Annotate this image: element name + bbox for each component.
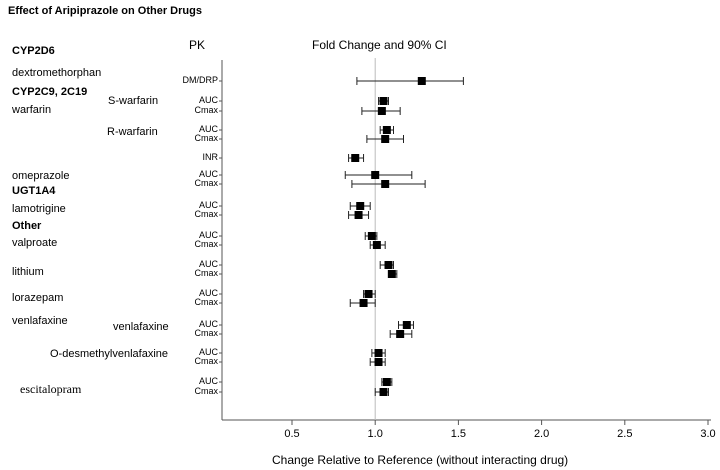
pk-parameter-label: AUC xyxy=(198,124,218,134)
pk-parameter-label: AUC xyxy=(198,319,218,329)
category-label: UGT1A4 xyxy=(12,185,56,197)
point-estimate-marker xyxy=(379,97,388,105)
drug-label: escitalopram xyxy=(20,382,82,396)
point-estimate-marker xyxy=(381,180,390,188)
drug-label: omeprazole xyxy=(12,170,70,182)
pk-parameter-label: Cmax xyxy=(194,133,218,143)
pk-parameter-label: Cmax xyxy=(194,178,218,188)
pk-parameter-label: Cmax xyxy=(194,328,218,338)
sub-drug-label: venlafaxine xyxy=(113,321,169,333)
point-estimate-marker xyxy=(379,388,388,396)
x-tick-label: 2.5 xyxy=(617,428,633,440)
x-tick-label: 1.0 xyxy=(367,428,383,440)
point-estimate-marker xyxy=(417,77,426,85)
pk-parameter-label: AUC xyxy=(198,230,218,240)
pk-parameter-label: Cmax xyxy=(194,297,218,307)
pk-parameter-label: AUC xyxy=(198,347,218,357)
drug-label: lithium xyxy=(12,266,44,278)
pk-column-header: PK xyxy=(189,38,206,52)
pk-parameter-label: Cmax xyxy=(194,386,218,396)
pk-parameter-label: Cmax xyxy=(194,356,218,366)
point-estimate-marker xyxy=(364,290,373,298)
pk-parameter-label: AUC xyxy=(198,259,218,269)
pk-parameter-label: Cmax xyxy=(194,268,218,278)
category-label: CYP2C9, 2C19 xyxy=(12,86,88,98)
drug-label: lamotrigine xyxy=(12,203,66,215)
drug-label: warfarin xyxy=(12,104,52,116)
point-estimate-marker xyxy=(374,349,383,357)
point-estimate-marker xyxy=(351,154,360,162)
point-estimate-marker xyxy=(356,202,365,210)
x-axis-label: Change Relative to Reference (without in… xyxy=(272,453,569,467)
point-estimate-marker xyxy=(402,321,411,329)
point-estimate-marker xyxy=(372,241,381,249)
point-estimate-marker xyxy=(382,378,391,386)
chart-title: Effect of Aripiprazole on Other Drugs xyxy=(8,5,202,17)
plot-title: Fold Change and 90% CI xyxy=(312,38,447,52)
pk-parameter-label: Cmax xyxy=(194,105,218,115)
drug-label: dextromethorphan xyxy=(12,67,102,79)
x-tick-label: 0.5 xyxy=(284,428,300,440)
point-estimate-marker xyxy=(382,126,391,134)
point-estimate-marker xyxy=(377,107,386,115)
pk-parameter-label: AUC xyxy=(198,169,218,179)
category-label: CYP2D6 xyxy=(12,45,55,57)
pk-parameter-label: AUC xyxy=(198,200,218,210)
pk-parameter-label: AUC xyxy=(198,376,218,386)
x-tick-label: 2.0 xyxy=(533,428,550,440)
point-estimate-marker xyxy=(387,270,396,278)
sub-drug-label: S-warfarin xyxy=(108,95,159,107)
x-tick-label: 3.0 xyxy=(700,428,716,440)
pk-parameter-label: Cmax xyxy=(194,209,218,219)
point-estimate-marker xyxy=(384,261,393,269)
pk-parameter-label: AUC xyxy=(198,288,218,298)
point-estimate-marker xyxy=(371,171,380,179)
point-estimate-marker xyxy=(354,211,363,219)
sub-drug-label: O-desmethylvenlafaxine xyxy=(50,348,169,360)
point-estimate-marker xyxy=(359,299,368,307)
pk-parameter-label: INR xyxy=(202,152,219,162)
drug-label: venlafaxine xyxy=(12,315,68,327)
point-estimate-marker xyxy=(396,330,405,338)
pk-parameter-label: AUC xyxy=(198,95,218,105)
drug-label: valproate xyxy=(12,237,58,249)
sub-drug-label: R-warfarin xyxy=(107,126,158,138)
x-tick-label: 1.5 xyxy=(450,428,467,440)
point-estimate-marker xyxy=(381,135,390,143)
point-estimate-marker xyxy=(374,358,383,366)
drug-label: lorazepam xyxy=(12,292,64,304)
category-label: Other xyxy=(12,220,42,232)
pk-parameter-label: DM/DRP xyxy=(182,75,219,85)
point-estimate-marker xyxy=(367,232,376,240)
pk-parameter-label: Cmax xyxy=(194,239,218,249)
